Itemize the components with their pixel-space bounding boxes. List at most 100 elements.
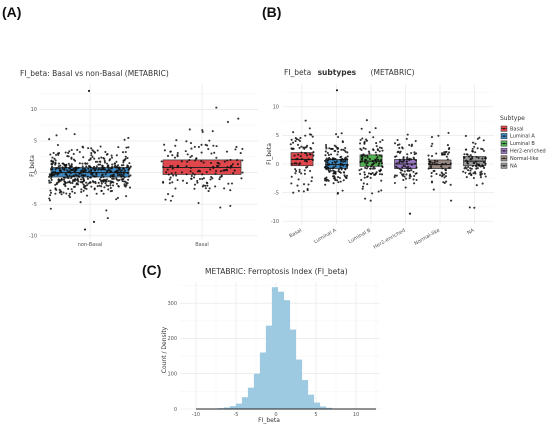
panel-b-legend-label: Luminal B: [510, 141, 535, 147]
panel-b-legend-key-dot: [503, 142, 505, 145]
panel-b-point: [366, 175, 369, 179]
panel-a-point: [70, 188, 73, 191]
panel-a-point: [70, 148, 73, 152]
panel-b-point: [297, 178, 300, 181]
panel-a-point: [87, 89, 91, 93]
panel-b-point: [477, 156, 480, 160]
panel-b-point: [475, 155, 478, 159]
panel-b-point: [368, 131, 371, 134]
panel-a-point: [163, 143, 166, 146]
panel-b-point: [307, 158, 310, 161]
panel-b-point: [472, 172, 475, 175]
panel-a-point: [201, 129, 204, 132]
panel-a-point: [102, 175, 105, 179]
panel-b-point: [380, 173, 384, 176]
panel-b-title: FI_beta subtypes (METABRIC): [284, 68, 415, 77]
panel-a-point: [101, 173, 104, 176]
panel-b-point: [367, 150, 370, 153]
panel-b-point: [381, 149, 384, 152]
panel-a-point: [63, 168, 66, 172]
panel-a-point: [128, 162, 131, 165]
panel-a-point: [117, 146, 120, 149]
panel-a-point: [202, 161, 205, 164]
panel-b-point: [405, 160, 408, 163]
panel-a-point: [190, 174, 193, 178]
panel-b-point: [466, 162, 470, 165]
panel-a-point: [48, 138, 51, 141]
panel-b-point: [373, 173, 376, 176]
panel-a-point: [67, 176, 70, 180]
panel-b-point: [479, 176, 482, 179]
panel-b-point: [306, 189, 309, 192]
panel-a-point: [220, 174, 223, 177]
panel-a-point: [89, 157, 92, 160]
panel-b-point: [297, 138, 300, 141]
panel-b-point: [465, 159, 468, 162]
panel-a-point: [184, 150, 187, 153]
panel-c-bar: [241, 397, 249, 410]
panel-a-point: [124, 155, 127, 158]
panel-c-xtick-label: 5: [314, 412, 317, 418]
panel-a-point: [190, 147, 193, 150]
panel-b-point: [393, 181, 396, 185]
panel-b-point: [297, 153, 300, 156]
panel-a-point: [83, 187, 86, 190]
panel-b-point: [324, 150, 327, 153]
panel-a-point: [117, 179, 120, 182]
panel-a-point: [196, 181, 199, 184]
panel-a-point: [107, 188, 110, 191]
panel-a-point: [229, 164, 232, 168]
panel-a-point: [67, 187, 70, 190]
panel-b-point: [440, 171, 443, 174]
panel-b-point: [444, 168, 447, 171]
panel-a-point: [174, 171, 177, 174]
panel-a-point: [127, 136, 130, 140]
panel-a-point: [50, 165, 54, 168]
panel-a-point: [218, 178, 221, 181]
panel-b-point: [408, 158, 411, 162]
panel-b-point: [445, 155, 448, 158]
panel-b-point: [462, 170, 465, 173]
panel-a-point: [70, 175, 73, 178]
panel-b-point: [364, 158, 367, 162]
panel-a-point: [171, 195, 174, 198]
panel-a-point: [95, 172, 98, 175]
panel-b-point: [336, 147, 339, 150]
panel-a-point: [223, 160, 226, 163]
panel-b-point: [292, 191, 295, 194]
panel-a-point: [186, 153, 189, 156]
panel-a-point: [166, 154, 170, 158]
panel-b-point: [368, 157, 371, 161]
panel-a-point: [84, 162, 87, 165]
panel-a-point: [123, 169, 127, 172]
panel-a-point: [230, 182, 234, 185]
panel-b-point: [399, 171, 402, 174]
panel-b-point: [430, 136, 433, 139]
panel-a-point: [93, 169, 97, 172]
panel-a-point: [114, 164, 117, 167]
panel-a-point: [57, 162, 60, 165]
panel-a-point: [123, 138, 126, 141]
panel-b-point: [365, 167, 368, 170]
panel-a-point: [93, 188, 96, 191]
panel-a-point: [200, 143, 203, 146]
panel-b-point: [372, 167, 375, 170]
panel-b-point: [436, 160, 439, 163]
panel-b-point: [478, 164, 481, 167]
panel-a-point: [120, 178, 123, 181]
panel-b-point: [446, 158, 449, 161]
panel-a-point: [97, 181, 100, 184]
panel-b-point: [339, 171, 342, 174]
panel-a-point: [99, 160, 102, 163]
panel-b-point: [342, 148, 345, 151]
panel-a-point: [122, 172, 125, 175]
panel-c-bar: [235, 403, 243, 410]
panel-a-point: [54, 171, 57, 174]
panel-a-point: [204, 143, 207, 146]
panel-a-point: [48, 175, 51, 178]
panel-b-point: [290, 182, 293, 185]
panel-b-point: [328, 156, 331, 160]
panel-a-point: [73, 167, 77, 170]
panel-b-point: [374, 151, 377, 154]
panel-a-point: [225, 150, 229, 153]
